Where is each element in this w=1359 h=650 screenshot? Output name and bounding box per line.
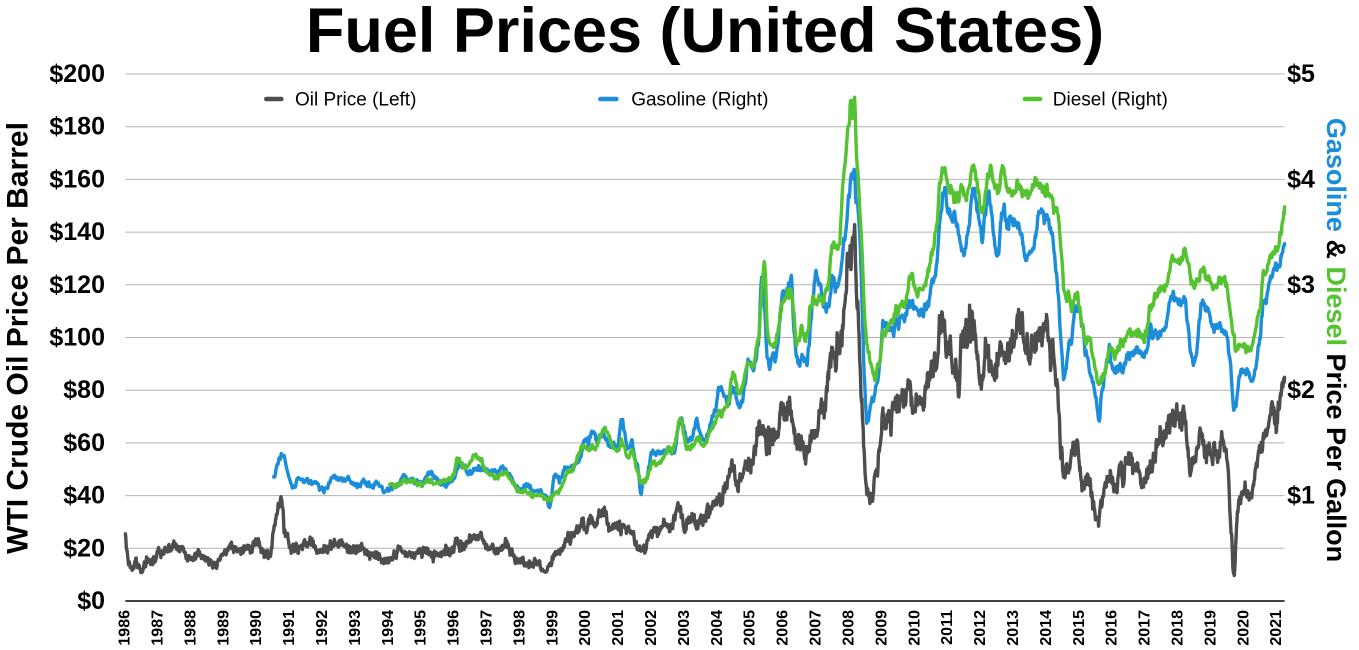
svg-text:1997: 1997: [479, 610, 496, 646]
svg-text:Diesel (Right): Diesel (Right): [1053, 90, 1168, 111]
svg-text:1993: 1993: [347, 610, 364, 646]
svg-text:2013: 2013: [1005, 610, 1022, 646]
svg-text:$100: $100: [49, 324, 105, 352]
svg-text:2000: 2000: [577, 610, 594, 646]
svg-text:2018: 2018: [1170, 610, 1187, 646]
svg-text:$5: $5: [1287, 60, 1315, 88]
svg-text:$3: $3: [1287, 271, 1315, 299]
svg-text:$0: $0: [77, 587, 105, 615]
svg-text:2010: 2010: [906, 610, 923, 646]
svg-text:$2: $2: [1287, 376, 1315, 404]
svg-text:1988: 1988: [182, 610, 199, 646]
svg-text:1990: 1990: [248, 610, 265, 646]
svg-text:1991: 1991: [281, 610, 298, 646]
svg-text:1986: 1986: [117, 610, 134, 646]
svg-text:2008: 2008: [841, 610, 858, 646]
svg-text:1989: 1989: [215, 610, 232, 646]
svg-text:Oil Price (Left): Oil Price (Left): [295, 90, 416, 111]
svg-text:1987: 1987: [150, 610, 167, 646]
svg-text:2020: 2020: [1235, 610, 1252, 646]
svg-text:2002: 2002: [643, 610, 660, 646]
svg-text:1995: 1995: [413, 610, 430, 646]
svg-text:2011: 2011: [939, 610, 956, 645]
svg-text:2021: 2021: [1268, 610, 1285, 646]
svg-text:2019: 2019: [1202, 610, 1219, 646]
svg-text:2001: 2001: [610, 610, 627, 646]
svg-text:$40: $40: [63, 482, 105, 510]
svg-text:$180: $180: [49, 113, 105, 141]
svg-text:2009: 2009: [873, 610, 890, 646]
svg-text:Fuel Prices (United States): Fuel Prices (United States): [306, 0, 1104, 66]
svg-text:Gasoline (Right): Gasoline (Right): [631, 90, 768, 111]
svg-text:2007: 2007: [808, 610, 825, 646]
svg-text:$60: $60: [63, 429, 105, 457]
svg-text:$200: $200: [49, 60, 105, 88]
svg-text:1998: 1998: [511, 610, 528, 646]
svg-text:1996: 1996: [446, 610, 463, 646]
svg-text:$160: $160: [49, 165, 105, 193]
svg-text:$120: $120: [49, 271, 105, 299]
svg-text:1999: 1999: [544, 610, 561, 646]
svg-text:2017: 2017: [1137, 610, 1154, 646]
svg-text:2012: 2012: [972, 610, 989, 646]
svg-text:$1: $1: [1287, 482, 1315, 510]
svg-text:Gasoline & Diesel Price Per Ga: Gasoline & Diesel Price Per Gallon: [1321, 118, 1351, 562]
svg-text:2016: 2016: [1104, 610, 1121, 646]
svg-text:2003: 2003: [676, 610, 693, 646]
svg-text:2006: 2006: [775, 610, 792, 646]
svg-text:2014: 2014: [1038, 610, 1055, 646]
svg-text:$20: $20: [63, 534, 105, 562]
svg-text:2015: 2015: [1071, 610, 1088, 646]
svg-text:WTI Crude Oil Price Per Barrel: WTI Crude Oil Price Per Barrel: [2, 122, 35, 554]
svg-text:$80: $80: [63, 376, 105, 404]
svg-text:$140: $140: [49, 218, 105, 246]
svg-text:$4: $4: [1287, 165, 1315, 193]
svg-text:2005: 2005: [742, 610, 759, 646]
svg-text:2004: 2004: [709, 610, 726, 646]
svg-text:1994: 1994: [380, 610, 397, 646]
svg-text:1992: 1992: [314, 610, 331, 646]
